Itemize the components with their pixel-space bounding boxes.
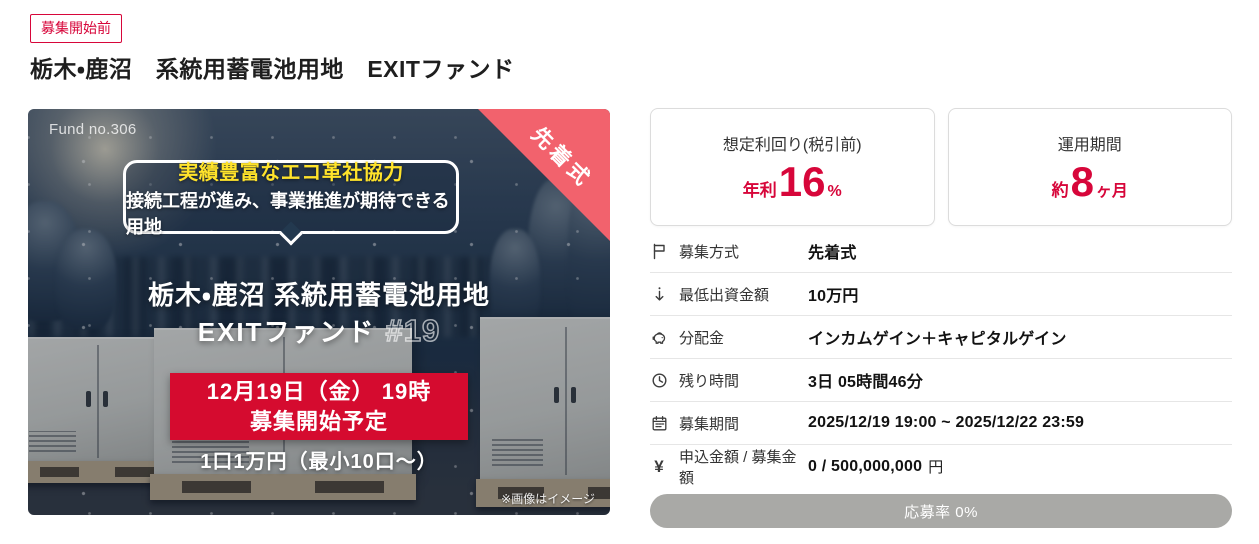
stat-value: 年利 16 % (742, 158, 842, 205)
detail-value: 2025/12/19 19:00 ~ 2025/12/22 23:59 (808, 414, 1085, 431)
speech-bubble: 実績豊富なエコ革社協力 接続工程が進み、事業推進が期待できる用地 (123, 160, 459, 246)
start-date-banner: 12月19日（金） 19時 募集開始予定 (170, 373, 468, 440)
fund-series-number: #19 (385, 312, 441, 349)
image-headline-line1: 栃木・鹿沼 系統用蓄電池用地 (147, 280, 491, 310)
stat-operation-period: 運用期間 約 8 ヶ月 (947, 108, 1232, 226)
fund-info-panel: 想定利回り(税引前) 年利 16 % 運用期間 約 8 ヶ月 (650, 108, 1232, 528)
detail-row-min-investment: 最低出資金額 10万円 (650, 273, 1232, 316)
clock-icon (650, 371, 668, 389)
arrow-down-icon (650, 285, 668, 303)
detail-value: 0 / 500,000,000 (808, 457, 923, 475)
tree-decor (490, 229, 540, 334)
detail-row-time-remaining: 残り時間 3日 05時間46分 (650, 359, 1232, 402)
detail-label: 申込金額 / 募集金額 (679, 448, 797, 487)
detail-value: 3日 05時間46分 (808, 374, 923, 391)
yen-icon: ¥ (654, 456, 664, 476)
detail-label: 残り時間 (679, 372, 740, 390)
detail-row-applied-amount: ¥ 申込金額 / 募集金額 0 / 500,000,000 円 (650, 445, 1232, 488)
unit-price-note: 1口1万円（最小10口〜） (200, 451, 438, 473)
detail-label: 募集方式 (679, 243, 740, 261)
stat-label: 運用期間 (1057, 137, 1122, 154)
detail-value-unit: 円 (928, 459, 944, 476)
pallet (28, 461, 172, 483)
bubble-line2: 接続工程が進み、事業推進が期待できる用地 (126, 190, 450, 237)
fund-number: Fund no.306 (49, 121, 137, 138)
calendar-icon (650, 414, 668, 432)
detail-value: インカムゲイン＋キャピタルゲイン (808, 331, 1067, 348)
detail-row-distribution: 分配金 インカムゲイン＋キャピタルゲイン (650, 316, 1232, 359)
bubble-line1: 実績豊富なエコ革社協力 (178, 161, 404, 184)
detail-row-offer-period: 募集期間 2025/12/19 19:00 ~ 2025/12/22 23:59 (650, 402, 1232, 445)
fund-details-table: 募集方式 先着式 最低出資金額 10万円 (650, 230, 1232, 488)
pallet (476, 479, 610, 507)
banner-line1: 12月19日（金） 19時 (206, 378, 432, 404)
detail-label: 最低出資金額 (679, 286, 770, 304)
stat-expected-yield: 想定利回り(税引前) 年利 16 % (650, 108, 935, 226)
detail-label: 分配金 (679, 329, 725, 347)
tree-decor (56, 229, 116, 329)
flag-icon (650, 242, 668, 260)
status-badge: 募集開始前 (30, 14, 122, 43)
detail-value: 10万円 (808, 288, 859, 305)
image-disclaimer: ※画像はイメージ (501, 492, 595, 506)
application-rate-label: 応募率 0% (904, 503, 978, 521)
battery-cabinet (480, 317, 610, 481)
image-headline-fund: EXITファンド (197, 317, 376, 347)
piggy-bank-icon (650, 328, 668, 346)
pallet (150, 474, 416, 500)
detail-value: 先着式 (808, 245, 857, 262)
battery-cabinet (28, 337, 176, 463)
fund-key-visual[interactable]: Fund no.306 先着式 実績豊富なエコ革社協力 接続工程が進み、事業推進… (28, 109, 610, 515)
detail-label: 募集期間 (679, 415, 740, 433)
stat-value: 約 8 ヶ月 (1051, 158, 1128, 205)
banner-line2: 募集開始予定 (249, 408, 388, 434)
application-progress-bar: 応募率 0% (650, 494, 1232, 528)
page-title: 栃木・鹿沼 系統用蓄電池用地 EXITファンド (30, 56, 515, 82)
stats-row: 想定利回り(税引前) 年利 16 % 運用期間 約 8 ヶ月 (650, 108, 1232, 226)
detail-row-offer-method: 募集方式 先着式 (650, 230, 1232, 273)
stat-label: 想定利回り(税引前) (722, 137, 862, 154)
image-headline-line2: EXITファンド #19 (28, 312, 610, 349)
